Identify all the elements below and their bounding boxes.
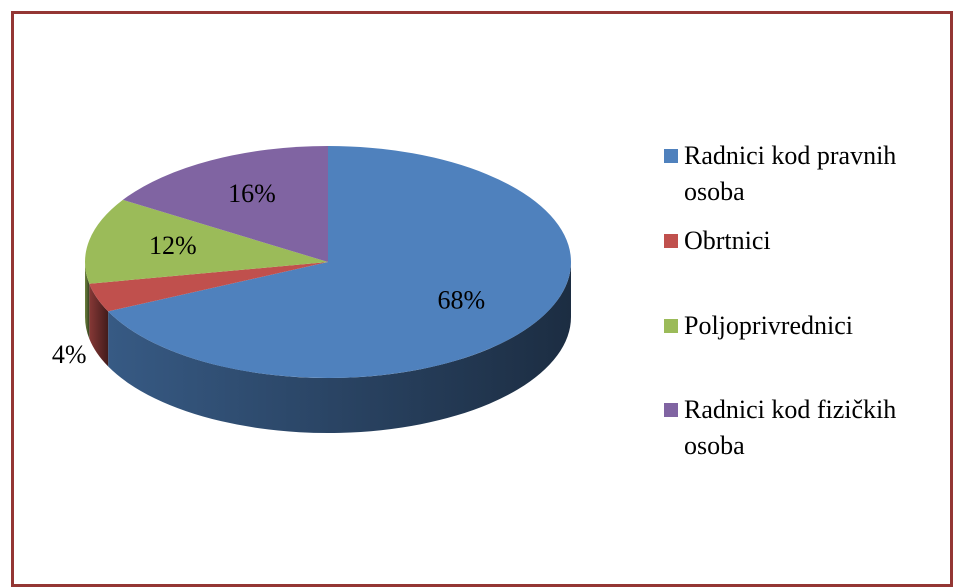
legend-label: Obrtnici	[684, 226, 771, 255]
data-label: 16%	[228, 179, 276, 208]
legend-swatch	[664, 403, 678, 417]
legend-item: Radnici kod pravnih osoba	[664, 138, 954, 210]
pie-slice	[108, 146, 572, 379]
legend-label: Radnici kod pravnih osoba	[684, 141, 897, 206]
legend-swatch	[664, 234, 678, 248]
data-label: 68%	[438, 285, 486, 314]
pie-slice	[89, 262, 328, 312]
pie-slice-side	[108, 262, 572, 433]
pie-slice-side	[85, 262, 90, 339]
legend-label: Radnici kod fizičkih osoba	[684, 395, 897, 460]
data-label: 12%	[149, 231, 197, 260]
legend-swatch	[664, 149, 678, 163]
legend-label: Poljoprivrednici	[684, 311, 853, 340]
pie-slice	[84, 199, 328, 284]
pie-slice-side	[89, 283, 109, 367]
pie-slice	[122, 146, 329, 262]
data-label: 4%	[52, 340, 87, 369]
legend-item: Radnici kod fizičkih osoba	[664, 392, 954, 464]
legend-swatch	[664, 319, 678, 333]
legend-item: Poljoprivrednici	[664, 308, 954, 344]
legend-item: Obrtnici	[664, 223, 954, 259]
